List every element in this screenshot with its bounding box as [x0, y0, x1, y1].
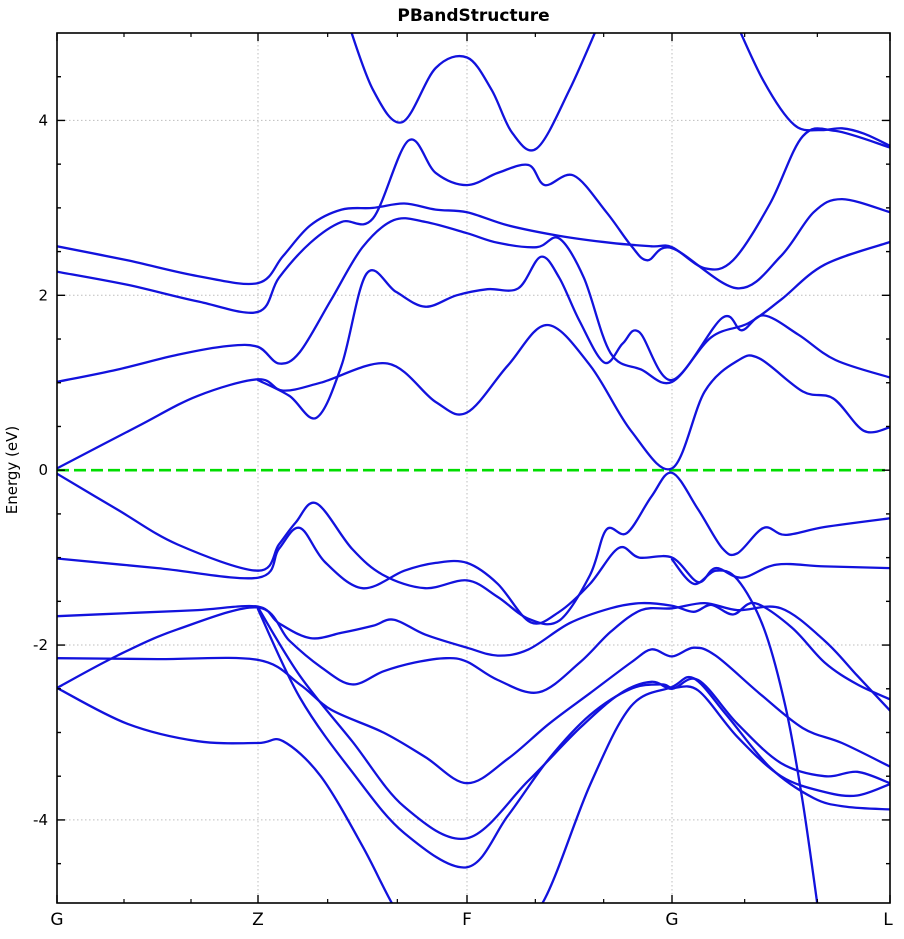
xtick-label: Z: [252, 910, 264, 930]
band-line-val-8-Fvalley2: [256, 606, 890, 841]
band-line-cond-1: [57, 127, 890, 286]
xtick-label: L: [883, 910, 893, 930]
ytick-label: 0: [38, 461, 48, 479]
band-line-val-5: [57, 646, 890, 785]
band-line-val-9-plunge: [670, 558, 819, 903]
ytick-label: 2: [38, 286, 48, 304]
plot-frame: [56, 32, 891, 904]
band-line-val-4: [57, 601, 890, 712]
ytick-label: -4: [33, 811, 48, 829]
xtick-label: F: [462, 910, 472, 930]
band-line-val-3: [57, 601, 890, 701]
band-line-cond-top-L: [739, 33, 890, 147]
ytick-label: 4: [38, 111, 48, 129]
band-line-val-6-deep: [57, 675, 890, 903]
band-line-val-max: [57, 471, 890, 626]
ytick-label: -2: [33, 636, 48, 654]
band-line-cond-3: [57, 217, 890, 385]
xtick-label: G: [665, 910, 678, 930]
xtick-label: G: [50, 910, 63, 930]
bands-group: [57, 33, 890, 903]
band-line-val-2: [57, 526, 890, 625]
band-line-cond-min: [57, 323, 890, 471]
plot-title: PBandStructure: [397, 6, 550, 26]
band-line-cond-top-F-pocket: [350, 33, 597, 152]
band-line-cond-wavy: [256, 255, 890, 420]
band-line-cond-2: [57, 138, 890, 314]
